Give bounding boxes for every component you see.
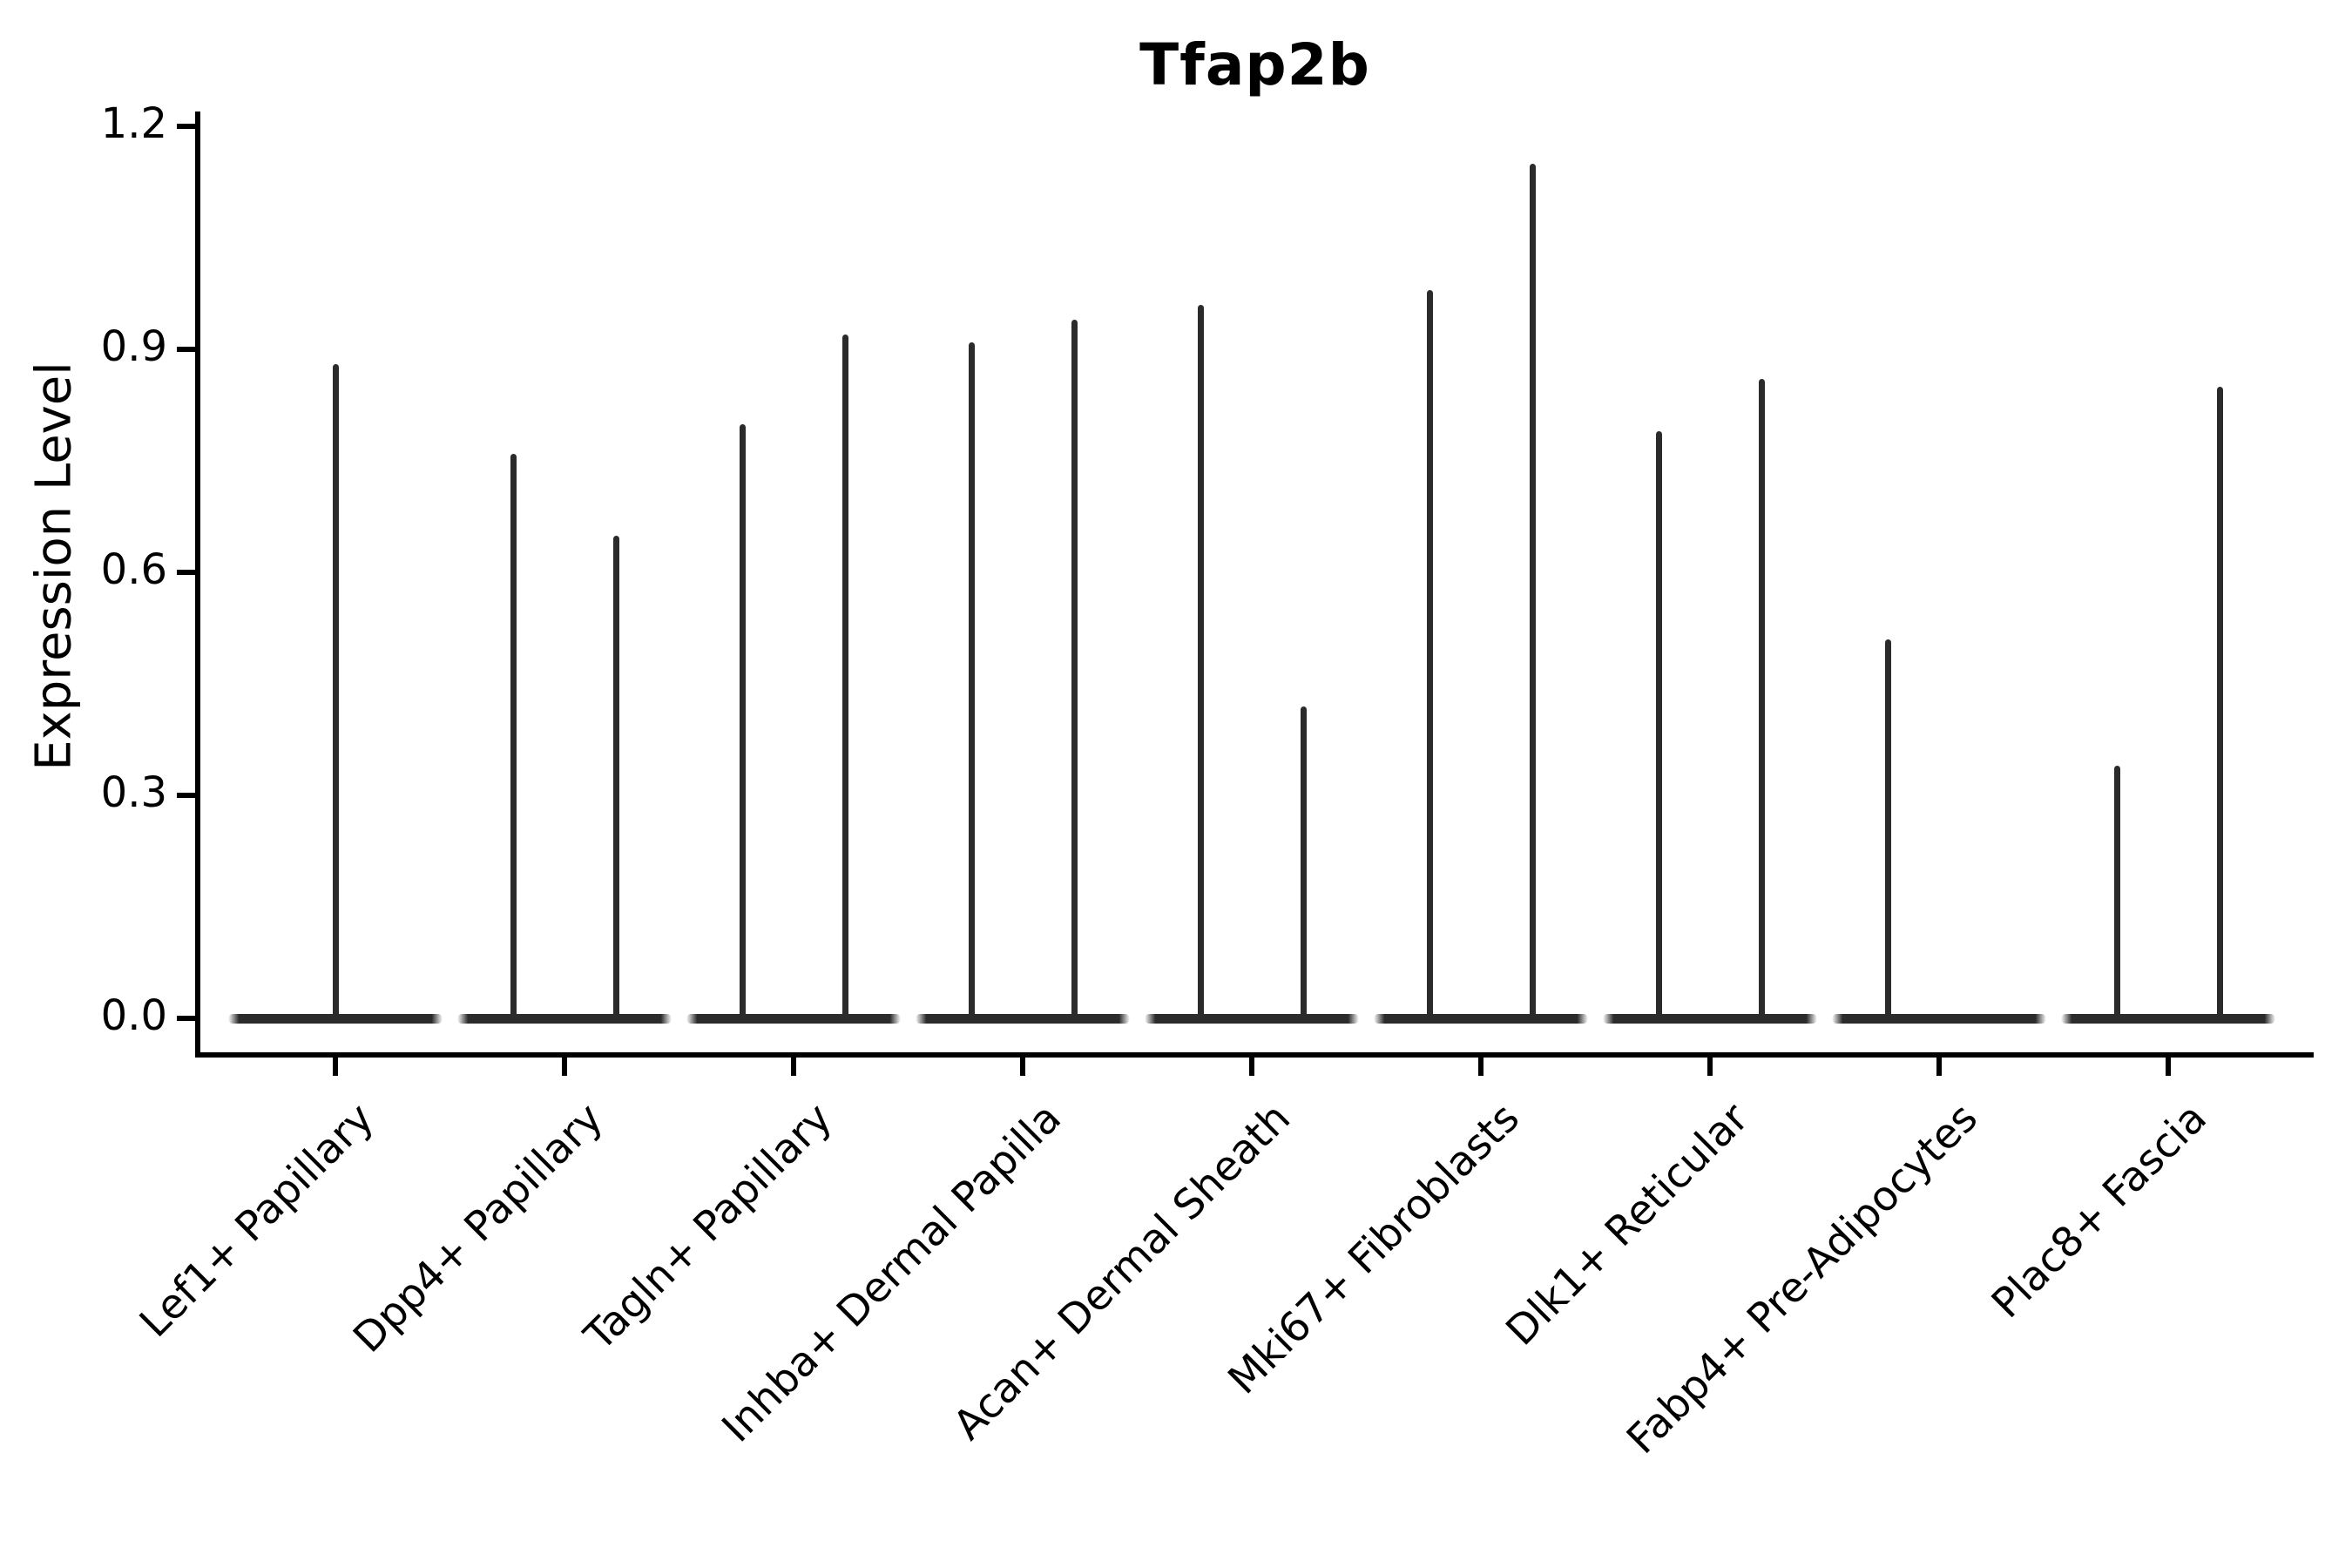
y-tick-mark [177,1016,196,1021]
y-tick-mark [177,124,196,130]
violin-spike [1071,320,1078,1021]
violin-base [1832,1014,2046,1024]
violin-spike [1655,431,1662,1021]
x-tick-mark [1707,1056,1713,1076]
violin-spike [2113,765,2120,1021]
y-tick-label: 0.0 [100,991,167,1040]
x-tick-mark [1249,1056,1254,1076]
violin-spike [1197,305,1204,1021]
x-tick-mark [333,1056,338,1076]
violin-base [2061,1014,2275,1024]
y-tick-mark [177,347,196,353]
violin-spike [1758,379,1765,1021]
violin-base [1374,1014,1588,1024]
violin-spike [841,335,848,1021]
y-tick-label: 0.9 [100,322,167,372]
y-tick-label: 1.2 [100,99,167,149]
chart-title: Tfap2b [1139,31,1370,98]
violin-spike [1300,706,1307,1021]
y-axis-line [195,112,200,1058]
x-tick-mark [1936,1056,1942,1076]
violin-spike [739,423,746,1021]
x-tick-mark [791,1056,796,1076]
violin-base [457,1014,672,1024]
x-axis-line [195,1052,2314,1058]
violin-spike [1426,290,1433,1021]
violin-spike [968,341,975,1021]
x-tick-mark [562,1056,567,1076]
y-tick-mark [177,570,196,576]
violin-spike [2216,386,2223,1021]
violin-spike [332,364,339,1021]
x-tick-mark [1478,1056,1484,1076]
violin-base [1145,1014,1359,1024]
violin-spike [1884,639,1891,1021]
y-tick-label: 0.6 [100,545,167,595]
y-tick-mark [177,793,196,799]
violin-spike [510,453,517,1021]
violin-base [1603,1014,1817,1024]
violin-base [916,1014,1130,1024]
violin-spike [612,535,619,1021]
x-tick-mark [2166,1056,2171,1076]
y-tick-label: 0.3 [100,768,167,818]
violin-base [686,1014,901,1024]
x-tick-mark [1020,1056,1025,1076]
violin-spike [1529,164,1536,1021]
